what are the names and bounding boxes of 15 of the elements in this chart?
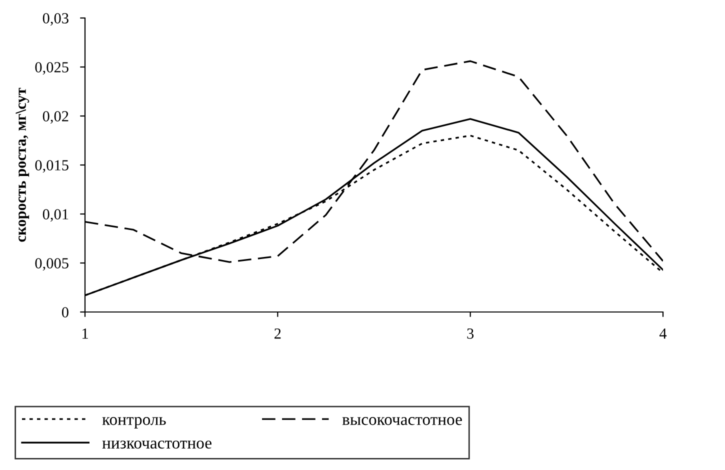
legend-label: контроль [102,417,166,428]
x-tick-label: 3 [467,328,474,339]
y-tick-label: 0,02 [42,111,68,124]
y-tick-label: 0,005 [35,258,68,271]
y-tick-label: 0 [62,307,68,318]
x-tick-label: 4 [659,328,667,339]
x-tick-label: 2 [274,328,281,339]
y-tick-label: 0,015 [35,160,68,173]
legend-label: низкочастотное [102,440,212,449]
y-tick-label: 0,01 [42,209,68,222]
x-tick-label: 1 [82,328,88,339]
legend-label: высокочастотное [342,417,462,426]
y-tick-label: 0,025 [35,62,68,75]
y-tick-label: 0,03 [42,13,68,26]
y-axis-title: скорость роста, мг\сут [16,88,30,242]
